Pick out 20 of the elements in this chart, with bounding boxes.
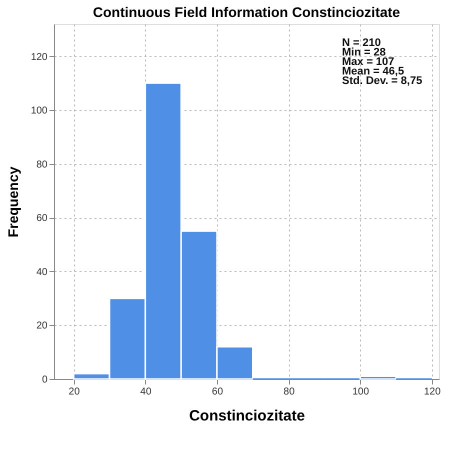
y-tick-label: 40 <box>36 266 48 278</box>
x-tick-label: 20 <box>68 386 80 398</box>
y-tick-label: 100 <box>30 106 48 117</box>
x-tick-label: 80 <box>284 386 296 398</box>
y-tick-label: 60 <box>36 213 48 224</box>
x-axis-title: Constinciozitate <box>189 408 305 424</box>
x-tick-label: 60 <box>212 386 224 398</box>
y-tick-label: 120 <box>30 52 48 63</box>
annotation: Std. Dev. = 8,75 <box>342 75 422 88</box>
x-tick-label: 100 <box>352 386 370 398</box>
annotation: N = 210 <box>342 36 381 49</box>
x-tick-label: 40 <box>140 386 152 398</box>
y-tick-label: 80 <box>36 159 48 170</box>
annotation: Min = 28 <box>342 46 386 58</box>
x-tick-label: 120 <box>424 386 442 398</box>
y-tick-label: 20 <box>36 320 48 332</box>
chart-title: Continuous Field Information Constinciozitate <box>92 4 400 20</box>
annotation: Max = 107 <box>342 56 394 68</box>
y-axis-title: Frequency <box>4 166 21 238</box>
y-tick-label: 0 <box>42 374 48 386</box>
